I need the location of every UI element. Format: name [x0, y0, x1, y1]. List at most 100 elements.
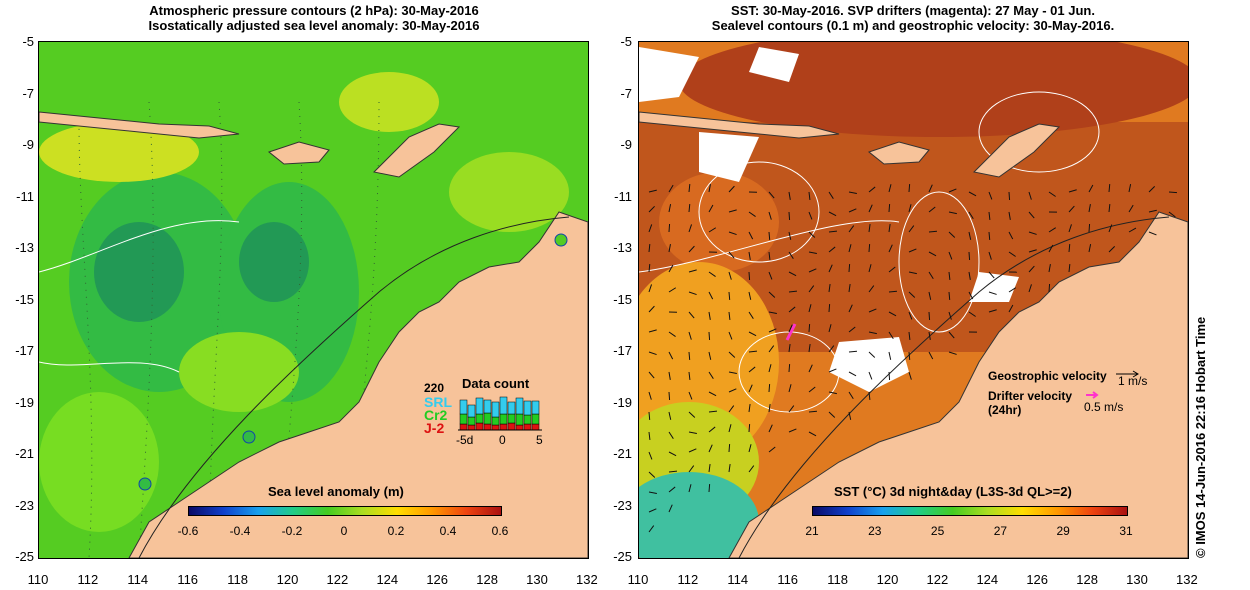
velocity-arrow — [1088, 244, 1092, 253]
data-count-bar — [459, 413, 468, 425]
velocity-arrow — [1108, 245, 1116, 253]
velocity-arrow — [968, 191, 977, 197]
tide-gauge-marker[interactable] — [242, 430, 256, 444]
velocity-arrow — [788, 251, 794, 259]
mission-j2: J-2 — [424, 420, 445, 436]
y-tick-label: -13 — [15, 240, 34, 255]
x-tick-label: 132 — [1176, 572, 1198, 587]
velocity-arrow — [1128, 184, 1132, 193]
velocity-arrow — [888, 331, 894, 340]
sla-high-region-2 — [179, 332, 299, 412]
sst-hot-north — [679, 42, 1188, 137]
velocity-arrow — [728, 185, 735, 193]
velocity-arrow — [848, 411, 852, 420]
drifter-track[interactable] — [785, 323, 797, 341]
velocity-arrow — [968, 271, 971, 280]
velocity-arrow — [708, 444, 713, 453]
x-tick-label: 126 — [1026, 572, 1049, 587]
velocity-arrow — [1088, 204, 1091, 213]
velocity-arrow — [1008, 287, 1016, 293]
velocity-arrow — [688, 448, 697, 453]
australia-land — [128, 211, 588, 558]
x-tick-label: 114 — [727, 572, 749, 587]
data-count-bar — [475, 422, 484, 431]
colorbar-tick-label: 25 — [930, 524, 945, 538]
velocity-arrow — [868, 243, 871, 253]
velocity-arrow — [868, 264, 872, 273]
velocity-arrow — [668, 244, 671, 253]
velocity-arrow — [808, 268, 817, 273]
velocity-arrow — [648, 351, 657, 356]
velocity-arrow — [648, 431, 651, 441]
y-tick-label: -11 — [16, 188, 34, 204]
velocity-arrow — [748, 291, 752, 300]
x-tick-label: 126 — [426, 572, 449, 587]
sla-contour — [39, 220, 240, 373]
data-count-bar — [531, 423, 540, 431]
velocity-arrow — [748, 404, 751, 413]
velocity-arrow — [848, 371, 857, 377]
sea-level-map-canvas — [39, 42, 588, 558]
x-tick-label: 110 — [627, 572, 649, 587]
drifter-label-2: (24hr) — [988, 403, 1022, 417]
java-nusa-islands — [639, 111, 840, 139]
velocity-arrow — [908, 311, 913, 320]
velocity-arrow — [1088, 184, 1094, 193]
x-tick-label: 112 — [77, 572, 99, 587]
velocity-arrow — [888, 244, 893, 253]
velocity-arrow — [748, 465, 755, 473]
x-tick-label: 122 — [326, 572, 349, 587]
timor-island — [372, 123, 461, 178]
velocity-arrow — [708, 227, 717, 233]
sla-colorbar-title: Sea level anomaly (m) — [268, 484, 404, 499]
velocity-arrow — [728, 231, 737, 236]
velocity-arrow — [668, 470, 678, 473]
data-count-x-start: -5d — [456, 433, 474, 447]
velocity-arrow — [908, 291, 916, 298]
velocity-arrow — [708, 204, 714, 213]
x-tick-label: 120 — [276, 572, 299, 587]
velocity-arrow — [808, 304, 812, 313]
velocity-arrow — [748, 350, 758, 353]
x-tick-label: 124 — [976, 572, 999, 587]
java-nusa-islands — [39, 111, 240, 139]
velocity-arrow — [688, 331, 692, 340]
velocity-arrow — [928, 351, 934, 360]
data-count-bar — [491, 401, 500, 418]
velocity-arrow — [688, 431, 697, 434]
velocity-arrow — [748, 231, 754, 240]
drifter-label-1: Drifter velocity — [988, 389, 1073, 403]
geostrophic-scale-arrow — [1116, 370, 1139, 378]
data-count-bar — [491, 424, 500, 431]
data-count-bar — [515, 424, 524, 431]
velocity-arrow — [728, 291, 731, 301]
velocity-arrow — [1128, 204, 1134, 213]
velocity-arrow — [808, 410, 818, 413]
velocity-arrow — [1008, 211, 1011, 220]
tide-gauge-marker[interactable] — [554, 233, 568, 247]
velocity-arrow — [788, 324, 793, 333]
x-tick-label: 114 — [127, 572, 149, 587]
velocity-arrow — [1008, 304, 1014, 313]
sea-level-map — [38, 41, 589, 559]
velocity-arrow — [928, 251, 937, 257]
velocity-arrow — [748, 211, 756, 217]
data-count-x-end: 5 — [536, 433, 543, 447]
tide-gauge-marker[interactable] — [138, 477, 152, 491]
data-count-bar — [483, 423, 492, 431]
sumba-island — [867, 141, 930, 165]
velocity-arrow — [728, 388, 737, 393]
geostrophic-scale: 1 m/s — [1118, 374, 1148, 388]
velocity-arrow — [808, 323, 811, 333]
data-count-bar — [523, 414, 532, 425]
data-count-bar — [499, 423, 508, 431]
velocity-arrow — [988, 309, 997, 313]
velocity-arrow — [988, 211, 991, 221]
velocity-arrow — [768, 328, 777, 333]
x-tick-label: 112 — [677, 572, 699, 587]
velocity-arrow — [1068, 224, 1072, 233]
sla-yellow-band — [39, 122, 199, 182]
velocity-arrow — [748, 251, 751, 260]
velocity-arrow — [828, 264, 833, 273]
velocity-arrow — [648, 391, 652, 400]
